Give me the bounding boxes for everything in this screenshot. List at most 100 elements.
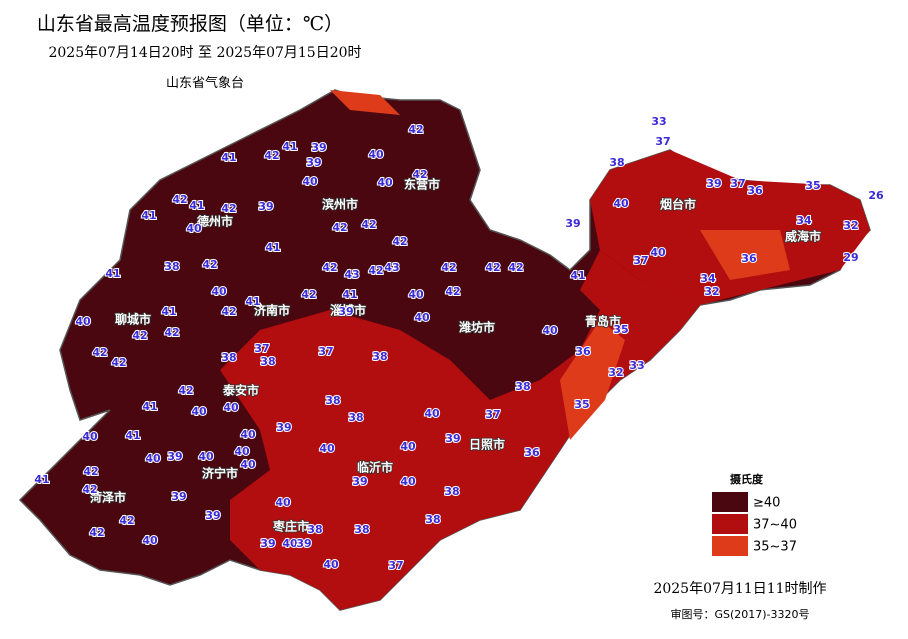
temperature-label: 34 bbox=[796, 214, 812, 227]
city-name: 泰安市 bbox=[222, 383, 259, 398]
temperature-label: 42 bbox=[301, 288, 316, 301]
temperature-label: 32 bbox=[843, 219, 858, 232]
temperature-label: 42 bbox=[408, 123, 423, 136]
temperature-label: 34 bbox=[700, 272, 716, 285]
temperature-label: 42 bbox=[508, 261, 523, 274]
temperature-label: 40 bbox=[424, 407, 440, 420]
temperature-label: 40 bbox=[82, 430, 98, 443]
temperature-label: 38 bbox=[515, 380, 530, 393]
temperature-label: 40 bbox=[408, 288, 424, 301]
temperature-label: 37 bbox=[318, 345, 333, 358]
temperature-label: 39 bbox=[311, 141, 326, 154]
temperature-label: 40 bbox=[234, 445, 250, 458]
temperature-label: 40 bbox=[145, 452, 161, 465]
temperature-label: 37 bbox=[254, 342, 269, 355]
legend-swatch bbox=[712, 492, 748, 512]
temperature-label: 41 bbox=[141, 209, 156, 222]
temperature-label: 41 bbox=[34, 473, 49, 486]
temperature-label: 38 bbox=[444, 485, 459, 498]
temperature-label: 36 bbox=[747, 184, 763, 197]
city-name: 潍坊市 bbox=[458, 320, 495, 335]
agency: 山东省气象台 bbox=[166, 75, 244, 91]
temperature-label: 42 bbox=[92, 346, 107, 359]
temperature-label: 40 bbox=[323, 558, 339, 571]
city-name: 东营市 bbox=[404, 177, 440, 192]
legend-swatch bbox=[712, 514, 748, 534]
temperature-label: 41 bbox=[570, 269, 585, 282]
temperature-label: 40 bbox=[414, 311, 430, 324]
temperature-label: 40 bbox=[319, 442, 335, 455]
temperature-label: 39 bbox=[276, 421, 291, 434]
temperature-label: 43 bbox=[384, 261, 399, 274]
temperature-label: 42 bbox=[132, 329, 147, 342]
temperature-label: 40 bbox=[282, 537, 298, 550]
temperature-label: 39 bbox=[565, 217, 580, 230]
legend-label: ≥40 bbox=[753, 496, 780, 511]
temperature-label: 40 bbox=[650, 246, 666, 259]
temperature-label: 35 bbox=[574, 398, 589, 411]
temperature-label: 38 bbox=[221, 351, 236, 364]
temperature-label: 38 bbox=[425, 513, 440, 526]
temperature-label: 41 bbox=[265, 241, 280, 254]
zone-35-37 bbox=[700, 230, 790, 280]
temperature-label: 36 bbox=[575, 345, 591, 358]
temperature-label: 37 bbox=[655, 135, 670, 148]
temperature-label: 41 bbox=[282, 140, 297, 153]
temperature-label: 36 bbox=[524, 446, 540, 459]
temperature-label: 39 bbox=[258, 200, 273, 213]
temperature-label: 40 bbox=[198, 450, 214, 463]
temperature-label: 33 bbox=[651, 115, 666, 128]
subtitle: 2025年07月14日20时 至 2025年07月15日20时 bbox=[48, 45, 361, 61]
temperature-label: 42 bbox=[368, 264, 383, 277]
temperature-label: 39 bbox=[352, 475, 367, 488]
city-name: 枣庄市 bbox=[272, 519, 309, 534]
temperature-label: 42 bbox=[119, 514, 134, 527]
temperature-label: 39 bbox=[338, 305, 353, 318]
temperature-label: 40 bbox=[302, 175, 318, 188]
city-name: 滨州市 bbox=[322, 197, 358, 212]
temperature-label: 42 bbox=[485, 261, 500, 274]
temperature-label: 40 bbox=[377, 176, 393, 189]
temperature-label: 42 bbox=[445, 285, 460, 298]
temperature-label: 40 bbox=[368, 148, 384, 161]
temperature-label: 38 bbox=[164, 260, 179, 273]
city-name: 日照市 bbox=[469, 437, 505, 452]
temperature-label: 42 bbox=[172, 193, 187, 206]
temperature-label: 41 bbox=[161, 305, 176, 318]
temperature-label: 40 bbox=[142, 534, 158, 547]
temperature-label: 36 bbox=[741, 252, 757, 265]
temperature-label: 39 bbox=[445, 432, 460, 445]
temperature-label: 42 bbox=[264, 149, 279, 162]
temperature-label: 42 bbox=[202, 258, 217, 271]
city-name: 聊城市 bbox=[115, 312, 151, 327]
temperature-label: 41 bbox=[245, 295, 260, 308]
city-name: 菏泽市 bbox=[90, 490, 126, 505]
temperature-label: 42 bbox=[332, 221, 347, 234]
legend-swatch bbox=[712, 536, 748, 556]
temperature-label: 40 bbox=[542, 324, 558, 337]
temperature-label: 32 bbox=[608, 366, 623, 379]
temperature-label: 42 bbox=[83, 465, 98, 478]
city-name: 烟台市 bbox=[660, 197, 696, 212]
temperature-label: 38 bbox=[354, 523, 369, 536]
temperature-label: 29 bbox=[843, 251, 858, 264]
temperature-label: 40 bbox=[211, 285, 227, 298]
temperature-label: 39 bbox=[706, 177, 721, 190]
temperature-label: 40 bbox=[275, 496, 291, 509]
temperature-label: 40 bbox=[191, 405, 207, 418]
legend-title: 摄氏度 bbox=[730, 472, 764, 486]
temperature-label: 37 bbox=[730, 177, 745, 190]
temperature-label: 35 bbox=[613, 323, 628, 336]
temperature-label: 42 bbox=[361, 218, 376, 231]
temperature-label: 42 bbox=[89, 526, 104, 539]
temperature-label: 41 bbox=[105, 267, 120, 280]
temperature-label: 39 bbox=[167, 450, 182, 463]
temperature-label: 42 bbox=[392, 235, 407, 248]
title: 山东省最高温度预报图（单位：℃） bbox=[37, 13, 343, 35]
temperature-label: 39 bbox=[260, 537, 275, 550]
temperature-label: 41 bbox=[342, 288, 357, 301]
city-name: 济宁市 bbox=[202, 466, 238, 481]
temperature-label: 42 bbox=[322, 261, 337, 274]
city-name: 德州市 bbox=[197, 214, 233, 229]
temperature-label: 42 bbox=[178, 384, 193, 397]
